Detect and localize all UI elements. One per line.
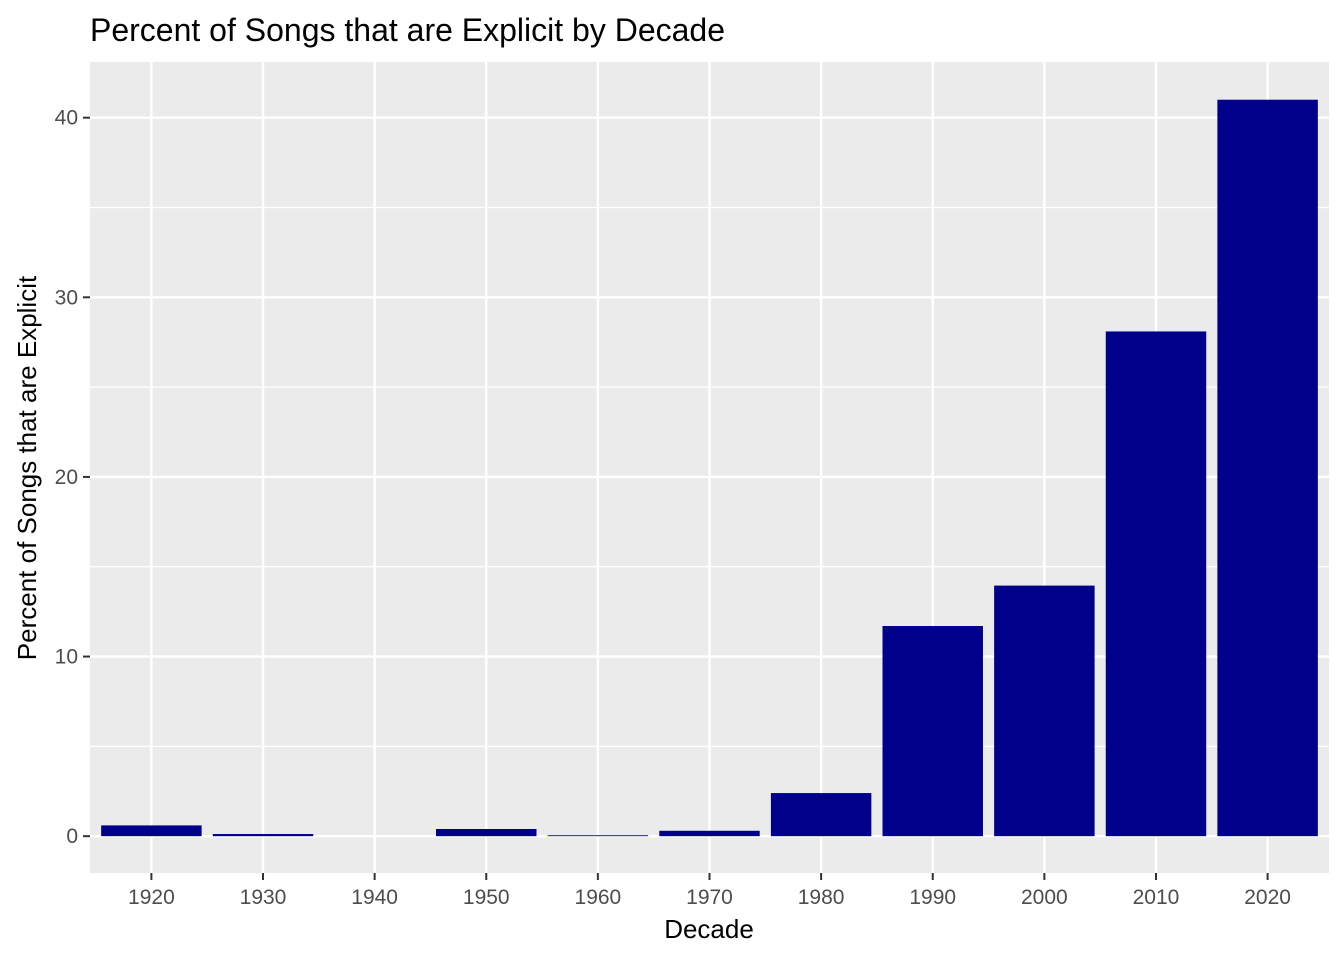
x-tick-label: 1970 <box>686 886 733 909</box>
bars <box>101 99 1318 837</box>
y-tick-label: 0 <box>66 825 78 848</box>
y-tick-label: 30 <box>55 286 78 309</box>
chart-title: Percent of Songs that are Explicit by De… <box>90 12 725 48</box>
x-tick-label: 1950 <box>463 886 510 909</box>
x-tick-label: 1940 <box>351 886 398 909</box>
x-tick-label: 1960 <box>575 886 622 909</box>
bar-1930 <box>212 834 314 837</box>
x-tick-label: 1980 <box>798 886 845 909</box>
bar-1950 <box>436 828 537 837</box>
bar-1960 <box>547 835 649 837</box>
bar-2010 <box>1105 331 1207 837</box>
y-tick-label: 10 <box>55 646 78 669</box>
x-tick-label: 2020 <box>1244 886 1291 909</box>
bar-1920 <box>101 825 202 837</box>
x-tick-label: 1990 <box>909 886 956 909</box>
x-tick-label: 1920 <box>128 886 175 909</box>
x-axis: 1920 1930 1940 1950 1960 1970 1980 1990 2000 2010… <box>128 873 1291 909</box>
y-tick-label: 20 <box>55 466 78 489</box>
x-tick-label: 2010 <box>1133 886 1180 909</box>
y-axis-title: Percent of Songs that are Explicit <box>12 275 42 660</box>
bar-1980 <box>770 793 872 837</box>
bar-2000 <box>994 585 1095 837</box>
y-tick-label: 40 <box>55 107 78 130</box>
bar-1970 <box>659 830 760 837</box>
y-axis: 0 10 20 30 40 <box>55 107 90 848</box>
x-tick-label: 1930 <box>240 886 287 909</box>
bar-2020 <box>1217 99 1318 837</box>
x-tick-label: 2000 <box>1021 886 1068 909</box>
x-axis-title: Decade <box>664 914 754 944</box>
bar-1990 <box>882 626 983 837</box>
